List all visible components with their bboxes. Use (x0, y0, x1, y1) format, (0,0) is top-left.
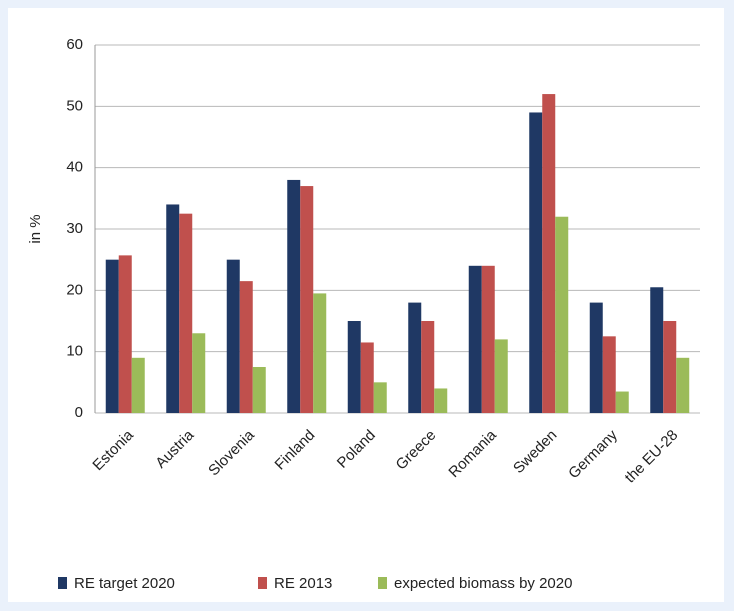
bar (347, 321, 361, 413)
bar (252, 367, 266, 413)
y-tick-label: 30 (66, 220, 83, 237)
bar (105, 259, 119, 413)
y-tick-label: 50 (66, 97, 83, 114)
bar (650, 287, 664, 413)
y-tick-label: 60 (66, 36, 83, 53)
bar (300, 186, 314, 413)
bar (373, 382, 387, 413)
bar (602, 336, 616, 413)
bar (615, 391, 629, 413)
bar (663, 321, 677, 413)
bar (313, 293, 327, 413)
legend-swatch (378, 577, 387, 589)
bar (118, 255, 132, 413)
legend-swatch (58, 577, 67, 589)
bar (494, 339, 508, 413)
y-tick-label: 40 (66, 159, 83, 176)
bar (589, 302, 603, 413)
bar (226, 259, 240, 413)
bar (192, 333, 206, 413)
bar (542, 94, 556, 414)
y-tick-label: 20 (66, 281, 83, 298)
bar (239, 281, 253, 413)
bar (166, 204, 180, 413)
bar (287, 179, 301, 413)
y-tick-label: 10 (66, 343, 83, 360)
bar (131, 357, 145, 413)
legend-label: RE target 2020 (74, 575, 175, 592)
legend-swatch (258, 577, 267, 589)
bar (179, 213, 193, 413)
bar (468, 265, 482, 413)
bar (481, 265, 495, 413)
legend-label: RE 2013 (274, 575, 332, 592)
legend-label: expected biomass by 2020 (394, 575, 572, 592)
y-tick-label: 0 (75, 404, 83, 421)
bar (360, 342, 374, 413)
bar (434, 388, 448, 413)
bar (529, 112, 543, 413)
bar (408, 302, 422, 413)
y-axis-label: in % (27, 214, 44, 243)
bar (555, 216, 569, 413)
bar (676, 357, 690, 413)
bar (421, 321, 435, 413)
